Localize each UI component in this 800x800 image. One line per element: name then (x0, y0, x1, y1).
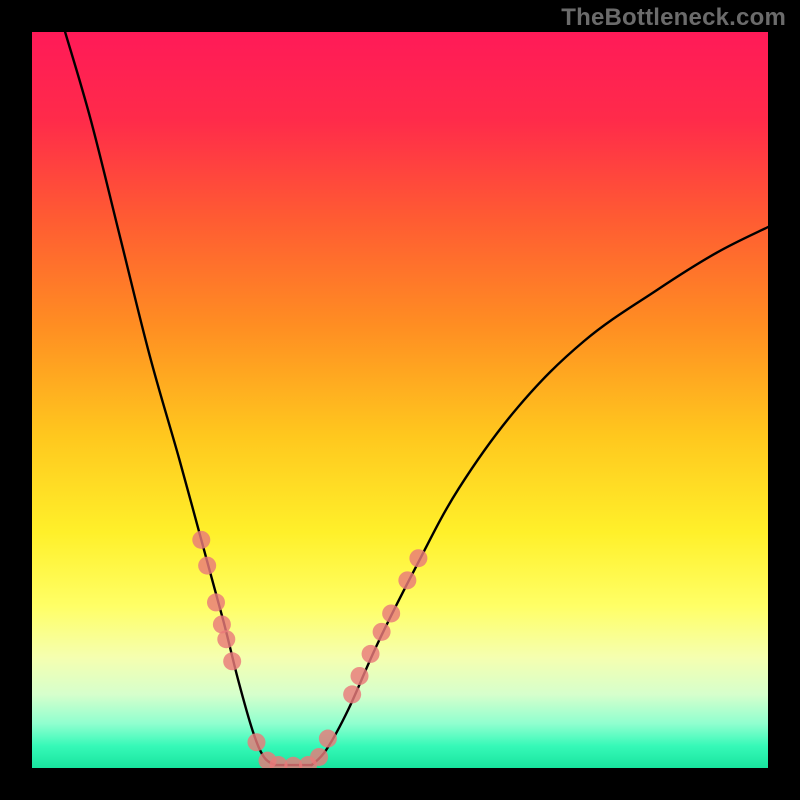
marker-dot (409, 549, 427, 567)
marker-dot (343, 685, 361, 703)
marker-dot (247, 733, 265, 751)
chart-stage: TheBottleneck.com (0, 0, 800, 800)
marker-dot (192, 531, 210, 549)
marker-dot (351, 667, 369, 685)
marker-dot (223, 652, 241, 670)
marker-dot (198, 557, 216, 575)
marker-dot (382, 604, 400, 622)
marker-dot (362, 645, 380, 663)
marker-dot (398, 571, 416, 589)
marker-dot (373, 623, 391, 641)
plot-area (32, 32, 768, 768)
marker-dot (310, 748, 328, 766)
marker-dot (319, 730, 337, 748)
watermark-text: TheBottleneck.com (561, 4, 786, 32)
marker-dot (217, 630, 235, 648)
gradient-background (32, 32, 768, 768)
marker-dot (207, 593, 225, 611)
plot-svg (32, 32, 768, 768)
